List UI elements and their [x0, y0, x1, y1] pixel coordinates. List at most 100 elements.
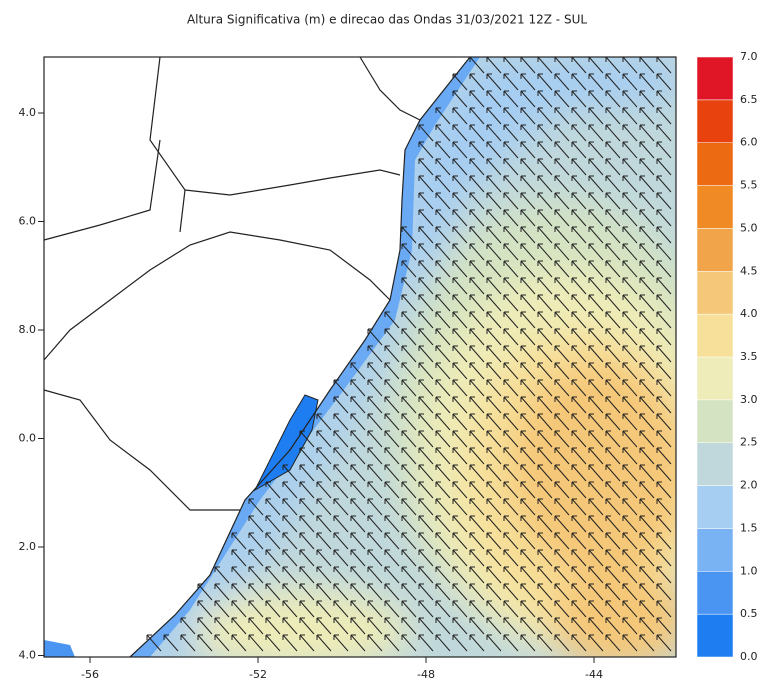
arrow [333, 447, 349, 465]
arrow [401, 413, 417, 431]
arrow [350, 447, 366, 465]
arrow [588, 447, 604, 465]
arrow [469, 345, 485, 363]
arrow [520, 362, 536, 380]
arrow [605, 243, 621, 261]
arrow [588, 583, 604, 601]
arrow [537, 107, 553, 125]
arrow [401, 447, 417, 465]
arrow [418, 634, 434, 652]
arrow [435, 158, 451, 176]
arrow [520, 532, 536, 550]
arrow [401, 515, 417, 533]
arrow [588, 141, 604, 159]
arrow [554, 175, 570, 193]
arrow [197, 583, 213, 601]
arrow [282, 634, 298, 652]
arrow [452, 73, 468, 91]
arrow [639, 583, 655, 601]
arrow [265, 566, 281, 584]
arrow [367, 583, 383, 601]
arrow [605, 430, 621, 448]
arrow [418, 328, 434, 346]
arrow [656, 73, 672, 91]
arrow [520, 328, 536, 346]
arrow [622, 515, 638, 533]
arrow [520, 600, 536, 618]
arrow [588, 498, 604, 516]
arrow [452, 294, 468, 312]
arrow [282, 566, 298, 584]
arrow [503, 396, 519, 414]
arrow [401, 294, 417, 312]
arrow [588, 566, 604, 584]
arrow [401, 430, 417, 448]
arrow [537, 345, 553, 363]
arrow [656, 617, 672, 635]
arrow [401, 328, 417, 346]
arrow [486, 141, 502, 159]
arrow [248, 532, 264, 550]
x-tick-label: -48 [417, 668, 435, 681]
arrow [265, 549, 281, 567]
arrow [418, 209, 434, 227]
arrow [452, 260, 468, 278]
arrow [469, 158, 485, 176]
arrow [605, 447, 621, 465]
arrow [656, 243, 672, 261]
arrow [639, 379, 655, 397]
arrow [605, 464, 621, 482]
arrow [537, 549, 553, 567]
arrow [316, 464, 332, 482]
arrow [588, 90, 604, 108]
arrow [469, 141, 485, 159]
arrow [520, 277, 536, 295]
arrow [554, 311, 570, 329]
arrow [639, 413, 655, 431]
arrow [537, 515, 553, 533]
arrow [537, 158, 553, 176]
arrow [622, 175, 638, 193]
arrow [503, 226, 519, 244]
arrow [469, 124, 485, 142]
arrow [469, 192, 485, 210]
arrow [622, 107, 638, 125]
arrow [435, 328, 451, 346]
arrow [401, 226, 417, 244]
arrow [639, 226, 655, 244]
arrow [520, 73, 536, 91]
arrow [469, 634, 485, 652]
arrow [469, 430, 485, 448]
arrow [180, 634, 196, 652]
arrow [571, 532, 587, 550]
arrow [435, 549, 451, 567]
arrow [316, 413, 332, 431]
arrow [503, 549, 519, 567]
arrow [588, 634, 604, 652]
arrow [605, 328, 621, 346]
arrow [180, 617, 196, 635]
arrow [605, 498, 621, 516]
arrow [350, 600, 366, 618]
arrow [401, 600, 417, 618]
arrow [588, 209, 604, 227]
arrow [605, 600, 621, 618]
arrow [503, 345, 519, 363]
arrow [197, 634, 213, 652]
arrow [571, 464, 587, 482]
arrow [486, 328, 502, 346]
arrow [469, 243, 485, 261]
arrow [656, 311, 672, 329]
arrow [537, 277, 553, 295]
arrow [503, 107, 519, 125]
arrow [503, 634, 519, 652]
arrow [571, 226, 587, 244]
x-tick-label: -44 [585, 668, 603, 681]
arrow [333, 634, 349, 652]
arrow [656, 583, 672, 601]
arrow [656, 447, 672, 465]
arrow [537, 498, 553, 516]
arrow [299, 481, 315, 499]
arrow [656, 260, 672, 278]
arrow [418, 583, 434, 601]
